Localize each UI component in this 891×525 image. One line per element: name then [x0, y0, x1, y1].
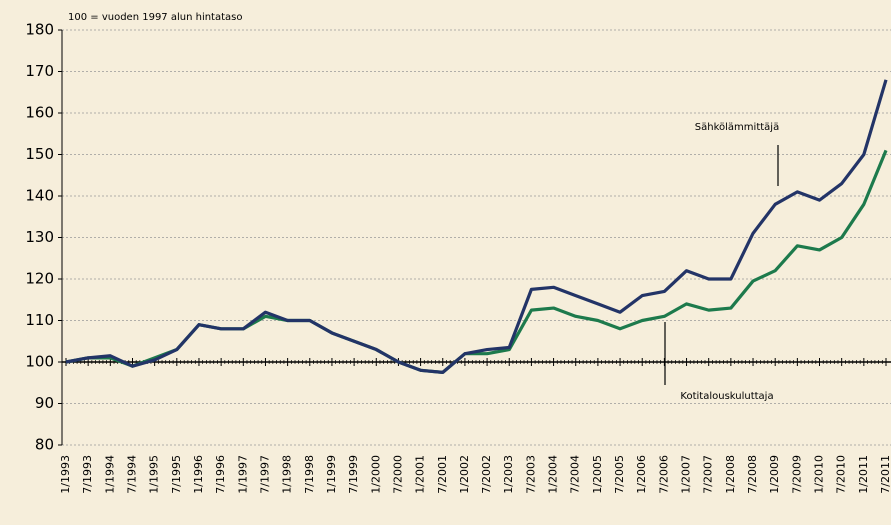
x-tick-label: 1/2004: [547, 455, 560, 494]
y-tick-label: 140: [25, 187, 54, 205]
x-tick-label: 7/2008: [746, 455, 759, 494]
y-tick-label: 120: [25, 270, 54, 288]
x-tick-label: 1/2002: [458, 455, 471, 494]
x-tick-label: 1/2008: [724, 455, 737, 494]
y-tick-label: 170: [25, 62, 54, 80]
x-tick-label: 1/1998: [281, 455, 294, 494]
x-tick-label: 7/2006: [657, 455, 670, 494]
x-tick-label: 1/2005: [591, 455, 604, 494]
x-tick-label: 1/1997: [236, 455, 249, 494]
x-tick-label: 7/2001: [436, 455, 449, 494]
series-line: [65, 79, 888, 374]
x-tick-label: 7/1993: [81, 455, 94, 494]
y-tick-label: 130: [25, 228, 54, 246]
x-tick-label: 7/1998: [303, 455, 316, 494]
x-tick-label: 7/2005: [613, 455, 626, 494]
x-tick-label: 1/2010: [813, 455, 826, 494]
x-tick-label: 7/1997: [258, 455, 271, 494]
series-label: Sähkölämmittäjä: [695, 122, 779, 133]
plot: 80 90 100 110 120 130 140 150 160 170 180 1/1993 7/1…: [25, 21, 891, 494]
x-tick-label: 1/1999: [325, 455, 338, 494]
x-tick-label: 7/1999: [347, 455, 360, 494]
y-tick-label: 80: [35, 436, 54, 454]
y-tick-label: 90: [35, 394, 54, 412]
x-tick-label: 7/2000: [391, 455, 404, 494]
x-tick-label: 7/1996: [214, 455, 227, 494]
series-line: [65, 149, 888, 374]
x-tick-label: 1/2009: [768, 455, 781, 494]
x-tick-label: 1/2006: [635, 455, 648, 494]
y-tick-label: 110: [25, 311, 54, 329]
x-tick-label: 1/2011: [857, 455, 870, 494]
x-tick-label: 1/1994: [103, 455, 116, 494]
x-tick-label: 1/1995: [148, 455, 161, 494]
subtitle: 100 = vuoden 1997 alun hintataso: [68, 12, 242, 23]
y-tick-label: 180: [25, 21, 54, 39]
x-tick-label: 1/2001: [414, 455, 427, 494]
x-tick-label: 7/2003: [524, 455, 537, 494]
x-tick-label: 1/2007: [680, 455, 693, 494]
x-tick-label: 7/1995: [170, 455, 183, 494]
x-tick-label: 7/2009: [790, 455, 803, 494]
x-tick-label: 7/2011: [879, 455, 891, 494]
series-label: Kotitalouskuluttaja: [680, 391, 773, 402]
x-tick-label: 7/1994: [125, 455, 138, 494]
x-tick-label: 7/2007: [702, 455, 715, 494]
x-tick-label: 7/2010: [835, 455, 848, 494]
x-tick-label: 7/2004: [569, 455, 582, 494]
y-tick-label: 100: [25, 353, 54, 371]
y-tick-label: 160: [25, 104, 54, 122]
y-tick-label: 150: [25, 145, 54, 163]
x-tick-label: 1/1993: [59, 455, 72, 494]
x-tick-label: 1/2003: [502, 455, 515, 494]
x-tick-label: 7/2002: [480, 455, 493, 494]
x-tick-label: 1/1996: [192, 455, 205, 494]
x-tick-label: 1/2000: [369, 455, 382, 494]
